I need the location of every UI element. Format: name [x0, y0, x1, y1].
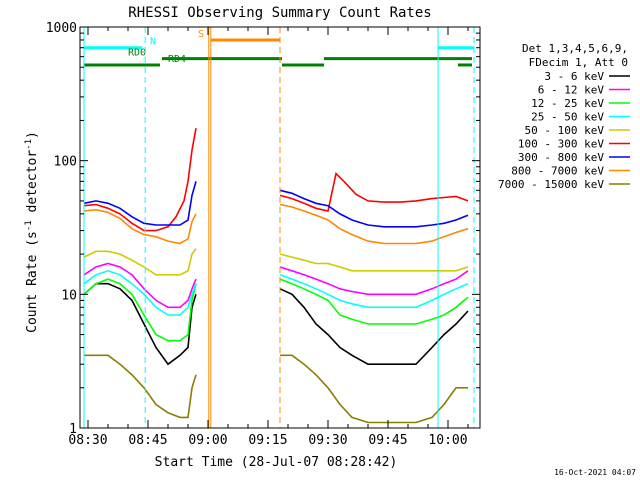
series-line-2-seg1	[83, 278, 197, 342]
legend-label-3: 25 - 50 keV	[531, 111, 604, 124]
x-tick-label-0: 08:30	[68, 433, 107, 448]
x-tick-label-6: 10:00	[428, 433, 467, 448]
y-tick-label-1: 10	[61, 288, 77, 303]
series-line-0-seg1	[83, 282, 197, 366]
flag-label-s: S	[198, 29, 204, 40]
state-flags: N S RD0 RD4	[84, 29, 474, 67]
y-axis-label: Count Rate (s-1 detector-1)	[24, 131, 40, 333]
series-line-5-seg1	[83, 128, 197, 232]
series-line-3-seg1	[83, 269, 197, 316]
series-line-8-seg1	[84, 354, 197, 419]
legend: Det 1,3,4,5,6,9, FDecim 1, Att 0 3 - 6 k…	[498, 42, 630, 191]
x-tick-label-1: 08:45	[128, 433, 167, 448]
legend-label-2: 12 - 25 keV	[531, 97, 604, 110]
series-line-7-seg2	[279, 203, 469, 245]
x-tick-label-5: 09:45	[368, 433, 407, 448]
y-tick-label-2: 100	[54, 155, 77, 170]
legend-label-5: 100 - 300 keV	[518, 138, 604, 151]
series-lines	[83, 128, 469, 424]
legend-header-decimation: FDecim 1, Att 0	[529, 56, 628, 69]
y-tick-label-3: 1000	[46, 21, 77, 36]
series-line-6-seg1	[83, 181, 197, 226]
legend-label-1: 6 - 12 keV	[538, 84, 605, 97]
series-line-4-seg2	[279, 253, 469, 272]
legend-label-4: 50 - 100 keV	[525, 124, 605, 137]
axes: 08:30 08:45 09:00 09:15 09:30 09:45 10:00 1 10 10…	[46, 21, 481, 448]
series-line-1-seg1	[83, 262, 197, 309]
chart-title: RHESSI Observing Summary Count Rates	[128, 5, 431, 21]
x-axis-label: Start Time (28-Jul-07 08:28:42)	[155, 455, 398, 470]
series-line-0-seg2	[279, 288, 469, 366]
flag-label-rd0: RD0	[128, 48, 146, 59]
flag-label-rd4: RD4	[168, 54, 186, 65]
attenuator-markers	[83, 27, 475, 428]
x-tick-label-2: 09:00	[188, 433, 227, 448]
y-tick-label-0: 1	[69, 422, 77, 437]
legend-label-8: 7000 - 15000 keV	[498, 178, 604, 191]
legend-header-detectors: Det 1,3,4,5,6,9,	[522, 42, 628, 55]
series-line-1-seg2	[279, 266, 469, 296]
series-line-4-seg1	[83, 248, 197, 276]
x-tick-label-4: 09:30	[308, 433, 347, 448]
legend-label-7: 800 - 7000 keV	[511, 165, 604, 178]
legend-label-0: 3 - 6 keV	[544, 70, 604, 83]
series-line-8-seg2	[280, 354, 468, 424]
legend-label-6: 300 - 800 keV	[518, 151, 604, 164]
series-line-2-seg2	[279, 278, 469, 325]
series-line-6-seg2	[279, 189, 469, 228]
plot-frame	[79, 26, 481, 429]
generation-timestamp: 16-Oct-2021 04:07	[554, 468, 636, 477]
series-line-3-seg2	[279, 274, 469, 309]
x-tick-label-3: 09:15	[248, 433, 287, 448]
flag-label-n: N	[150, 37, 156, 48]
series-line-7-seg1	[83, 208, 197, 245]
